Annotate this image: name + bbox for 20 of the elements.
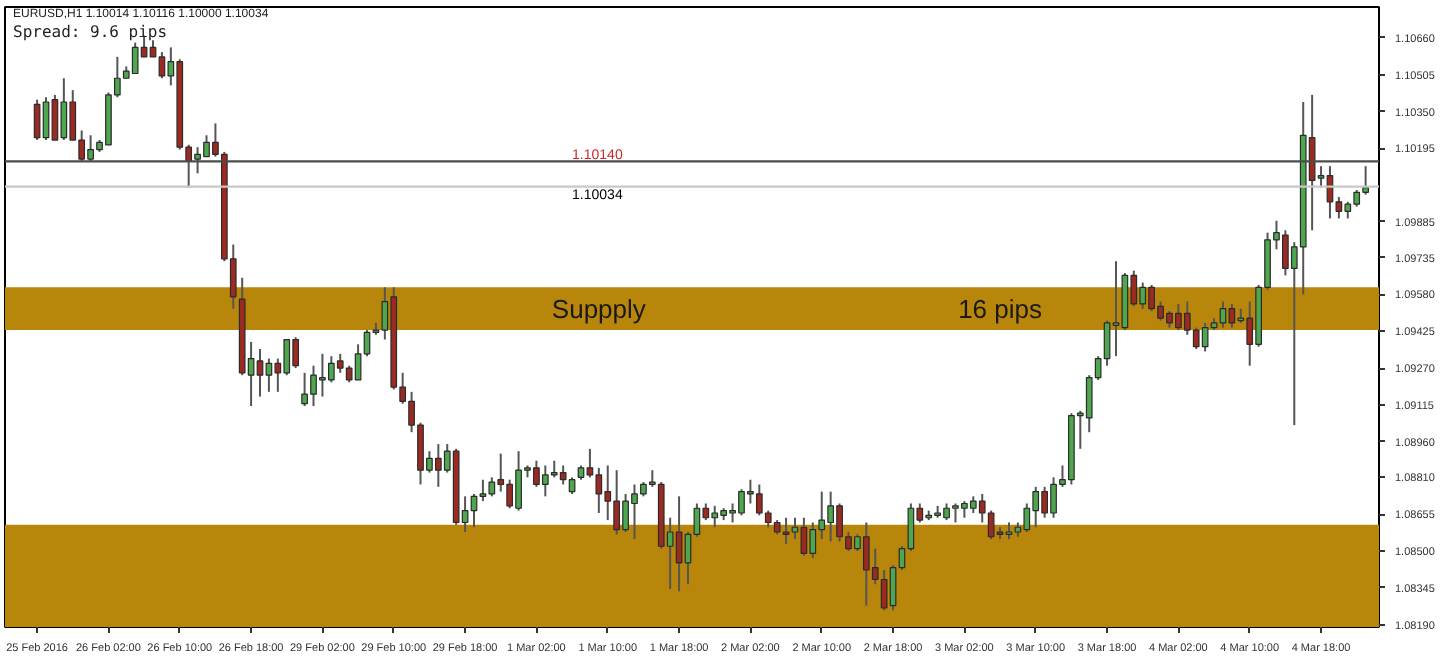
candlestick bbox=[1201, 321, 1209, 353]
band-label: Suppply bbox=[551, 293, 647, 324]
candlestick bbox=[256, 348, 264, 398]
text: Spread: 9.6 pips bbox=[13, 23, 168, 41]
candlestick bbox=[559, 464, 567, 486]
candlestick bbox=[51, 93, 59, 142]
candlestick bbox=[158, 51, 166, 80]
candlestick bbox=[800, 516, 808, 557]
candlestick bbox=[479, 478, 487, 503]
candlestick bbox=[42, 96, 50, 142]
candlestick bbox=[265, 357, 273, 393]
candlestick bbox=[1112, 260, 1120, 358]
annotation: 16 pips bbox=[958, 293, 1043, 324]
candlestick bbox=[880, 568, 888, 612]
candlestick bbox=[1228, 302, 1236, 329]
candlestick bbox=[782, 516, 790, 545]
candlestick bbox=[33, 98, 41, 142]
candlestick bbox=[60, 77, 68, 142]
candlestick bbox=[675, 495, 683, 593]
candlestick bbox=[1219, 300, 1227, 329]
